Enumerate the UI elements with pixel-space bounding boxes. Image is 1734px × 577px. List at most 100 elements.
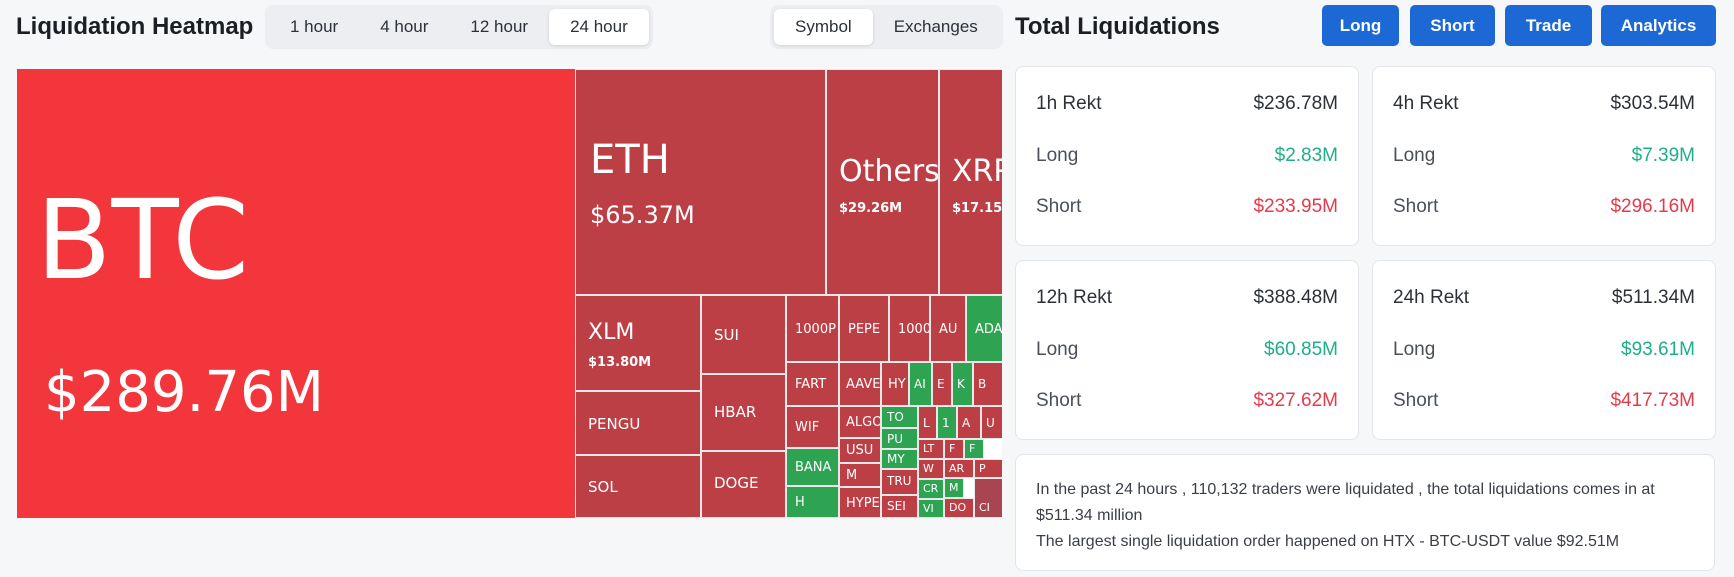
tile-others-symbol: Others [839, 154, 939, 189]
tile-small[interactable]: BANA [786, 448, 839, 486]
tile-eth[interactable]: ETH $65.37M [575, 69, 826, 295]
tile-small-symbol: 1000P [795, 322, 836, 337]
tile-small[interactable]: 1000P [786, 295, 839, 362]
tile-small-symbol: VI [923, 502, 934, 515]
tile-small-symbol: K [957, 377, 965, 391]
short-value: $233.95M [1253, 196, 1338, 217]
short-button[interactable]: Short [1410, 5, 1495, 46]
tile-small[interactable]: W [918, 459, 944, 479]
tile-small[interactable]: 1000 [889, 295, 930, 362]
tile-small[interactable]: SEI [881, 495, 918, 518]
tile-btc-symbol: BTC [36, 176, 250, 304]
tile-small-symbol: M [846, 468, 858, 483]
tile-small-symbol: TO [887, 410, 904, 424]
long-row: Long $7.39M [1393, 145, 1695, 167]
tab-12-hour[interactable]: 12 hour [470, 17, 529, 36]
tab-4-hour[interactable]: 4 hour [380, 17, 429, 36]
tile-small[interactable]: AI [909, 362, 932, 406]
long-value: $2.83M [1274, 145, 1338, 166]
tile-btc[interactable]: BTC $289.76M [17, 69, 575, 518]
tile-small-symbol: F [969, 442, 976, 455]
tile-small[interactable]: CI [974, 478, 1002, 518]
tile-small[interactable]: A [957, 406, 981, 439]
tile-xlm-symbol: XLM [588, 320, 635, 345]
tile-small[interactable]: MY [881, 449, 918, 469]
tile-small-symbol: B [978, 377, 987, 391]
period-label: 12h Rekt [1036, 287, 1113, 308]
analytics-button[interactable]: Analytics [1601, 5, 1716, 46]
tile-small[interactable]: H [786, 486, 839, 518]
tile-small[interactable]: K [952, 362, 973, 406]
tile-xrp[interactable]: XRP $17.15M [939, 69, 1002, 295]
tile-others[interactable]: Others $29.26M [826, 69, 939, 295]
tile-small[interactable]: ADA [966, 295, 1002, 362]
tile-small-symbol: F [949, 442, 956, 455]
tile-sui-symbol: SUI [714, 326, 739, 344]
tile-xlm[interactable]: XLM $13.80M [575, 295, 701, 391]
tile-small[interactable]: CR [918, 479, 944, 499]
tile-eth-symbol: ETH [590, 137, 670, 183]
tile-small[interactable]: FART [786, 362, 839, 406]
tile-others-value: $29.26M [839, 201, 903, 216]
rekt-card-4h: 4h Rekt $303.54M Long $7.39M Short $296.16M [1372, 66, 1716, 246]
trade-button[interactable]: Trade [1505, 5, 1592, 46]
tile-small[interactable]: VI [918, 499, 944, 518]
tile-sui[interactable]: SUI [701, 295, 786, 374]
tab-exchanges[interactable]: Exchanges [893, 17, 978, 36]
tile-xrp-value: $17.15M [952, 201, 1002, 216]
long-value: $60.85M [1264, 339, 1338, 360]
long-label: Long [1393, 145, 1436, 166]
tile-small[interactable]: AAVE [839, 362, 881, 406]
long-button[interactable]: Long [1322, 5, 1399, 46]
period-label: 24h Rekt [1393, 287, 1470, 308]
tile-small[interactable]: HY [881, 362, 909, 406]
tile-pengu[interactable]: PENGU [575, 391, 701, 455]
tile-small-symbol: 1 [942, 416, 950, 430]
tile-small-symbol: BANA [795, 460, 832, 475]
tile-small[interactable]: HYPE [839, 487, 881, 518]
tile-small[interactable]: DO [944, 498, 974, 518]
tile-small[interactable]: AR [944, 459, 974, 478]
long-label: Long [1036, 339, 1079, 360]
tile-small[interactable]: TO [881, 406, 918, 428]
short-value: $417.73M [1610, 390, 1695, 411]
tile-small[interactable]: 1 [937, 406, 957, 439]
tile-small-symbol: M [949, 481, 959, 494]
rekt-card-header: 1h Rekt $236.78M [1036, 93, 1338, 115]
tile-doge-symbol: DOGE [714, 474, 759, 492]
tile-small[interactable]: E [932, 362, 952, 406]
tab-24-hour[interactable]: 24 hour [549, 9, 649, 45]
tile-small[interactable]: PU [881, 428, 918, 449]
rekt-card-24h: 24h Rekt $511.34M Long $93.61M Short $417.7… [1372, 260, 1716, 440]
tile-small[interactable]: M [839, 463, 881, 487]
short-value: $296.16M [1610, 196, 1695, 217]
short-label: Short [1393, 390, 1439, 411]
tile-small[interactable]: L [918, 406, 937, 439]
tile-sol[interactable]: SOL [575, 455, 701, 518]
tile-small[interactable]: LT [918, 439, 944, 459]
tile-small[interactable]: F [944, 439, 964, 459]
tile-small[interactable]: ALGO [839, 406, 881, 438]
tab-symbol[interactable]: Symbol [774, 9, 873, 45]
tile-small[interactable]: B [973, 362, 1002, 406]
tile-small[interactable]: USU [839, 438, 881, 463]
tile-small-symbol: A [962, 416, 971, 430]
tile-small[interactable]: AU [930, 295, 966, 362]
tile-small-symbol: AAVE [846, 377, 881, 392]
tile-small[interactable]: PEPE [839, 295, 889, 362]
tile-small[interactable]: TRU [881, 469, 918, 495]
tile-small[interactable]: P [974, 459, 1002, 478]
tile-small-symbol: DO [949, 501, 967, 514]
tile-small[interactable]: M [944, 478, 964, 498]
tab-1-hour[interactable]: 1 hour [290, 17, 339, 36]
heatmap-title: Liquidation Heatmap [16, 13, 254, 40]
tile-hbar[interactable]: HBAR [701, 374, 786, 451]
tile-doge[interactable]: DOGE [701, 451, 786, 518]
tile-small[interactable]: F [964, 439, 984, 459]
tile-small[interactable]: U [981, 406, 1002, 439]
summary-line-1: In the past 24 hours , 110,132 traders w… [1036, 481, 1655, 524]
long-row: Long $2.83M [1036, 145, 1338, 167]
short-label: Short [1393, 196, 1439, 217]
tile-small-symbol: HYPE [846, 496, 880, 511]
tile-small[interactable]: WIF [786, 406, 839, 448]
